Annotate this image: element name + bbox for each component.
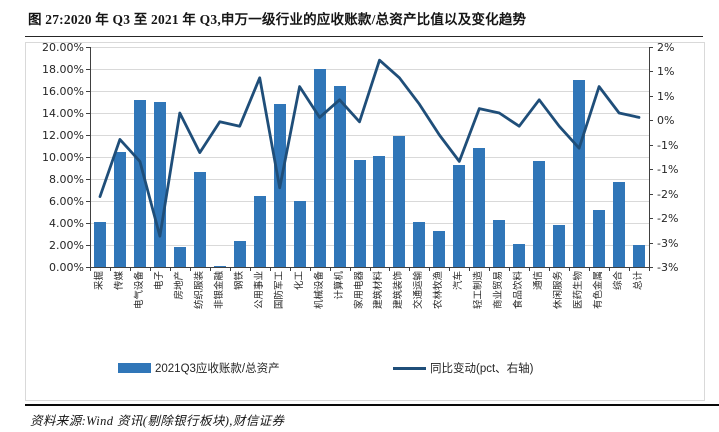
line-series-swatch — [393, 366, 426, 370]
legend-line-label: 同比变动(pct、右轴) — [430, 363, 534, 375]
legend-item-bar: 2021Q3应收账款/总资产 — [118, 361, 280, 375]
page-title: 图 27:2020 年 Q3 至 2021 年 Q3,申万一级行业的应收账款/总… — [28, 12, 527, 27]
bar-series-swatch — [118, 363, 151, 373]
footer-divider — [25, 404, 719, 406]
legend-bar-label: 2021Q3应收账款/总资产 — [155, 363, 280, 375]
chart-frame — [25, 42, 705, 401]
legend-item-line: 同比变动(pct、右轴) — [393, 361, 534, 375]
source-note: 资料来源:Wind 资讯(剔除银行板块),财信证券 — [30, 414, 285, 428]
title-divider — [25, 36, 703, 37]
